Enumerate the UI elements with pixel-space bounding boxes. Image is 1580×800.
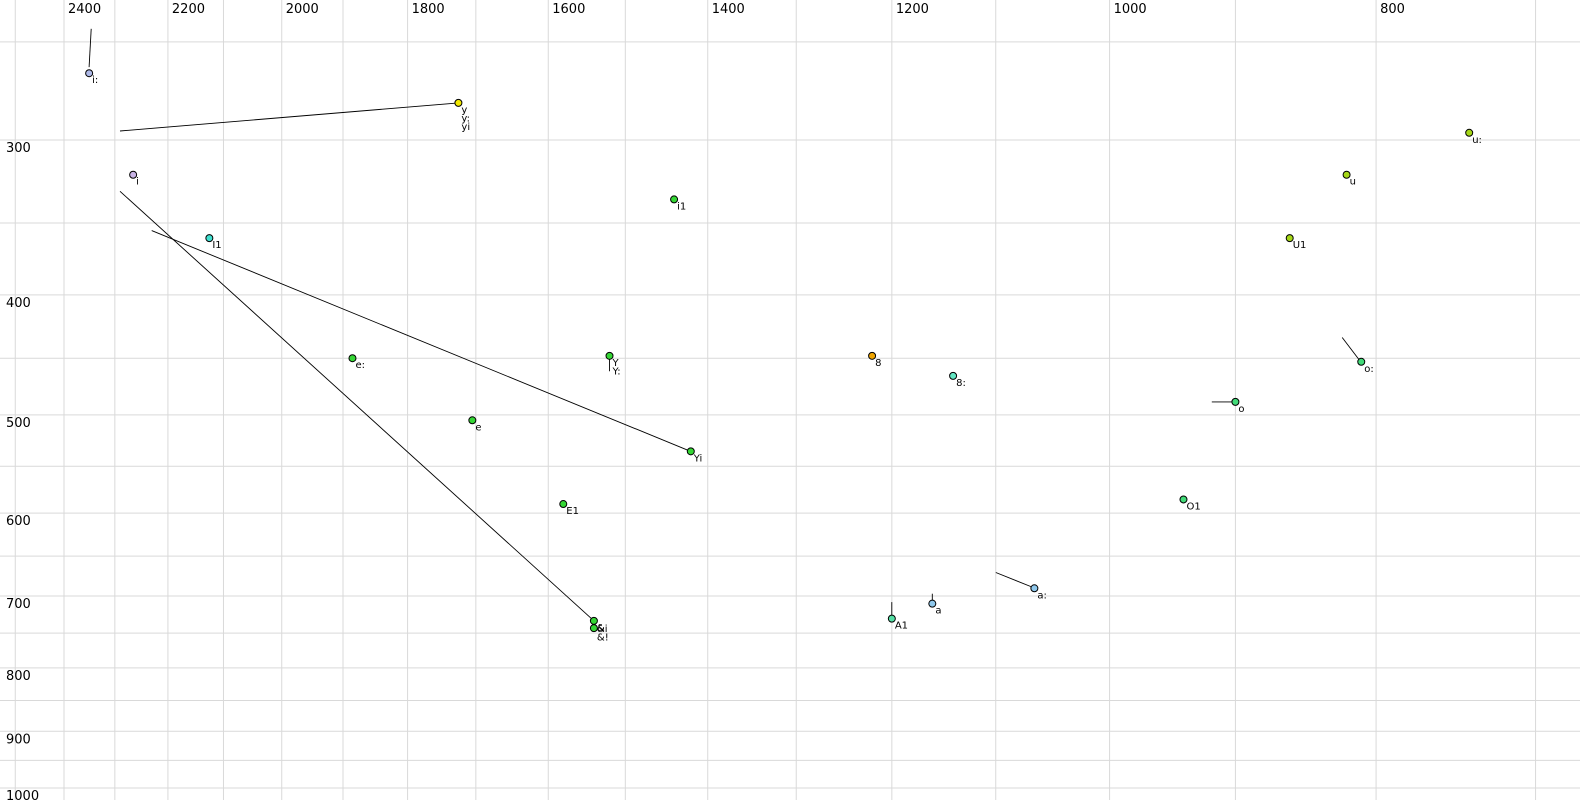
point-label: Y: — [612, 366, 621, 377]
trajectory-line-a:-tail — [995, 572, 1034, 588]
point-label: o — [1238, 404, 1244, 415]
point-label: a — [935, 606, 941, 617]
data-point — [949, 371, 958, 380]
point-label: 8 — [875, 358, 881, 369]
point-label: 8: — [956, 378, 966, 389]
data-point — [686, 447, 695, 456]
point-label: y — [461, 105, 467, 116]
data-point — [1231, 397, 1240, 406]
point-label: i1 — [677, 201, 686, 212]
data-point — [1465, 128, 1474, 137]
trajectory-line-i:-tail — [88, 28, 92, 68]
point-label: o: — [1364, 364, 1374, 375]
y-axis-tick-label: 900 — [6, 732, 31, 747]
point-label: e: — [355, 360, 365, 371]
data-point — [454, 98, 463, 107]
y-axis-tick-label: 500 — [6, 416, 31, 431]
point-label: A1 — [895, 621, 908, 632]
point-label: y: — [461, 113, 470, 124]
point-label: U1 — [1293, 240, 1307, 251]
data-point — [1357, 357, 1366, 366]
y-axis-tick-label: 800 — [6, 669, 31, 684]
point-label: u — [1350, 177, 1356, 188]
y-axis-tick-label: 600 — [6, 514, 31, 529]
data-point — [605, 351, 614, 360]
x-axis-tick-label: 1600 — [552, 2, 585, 17]
x-axis-tick-label: 1400 — [712, 2, 745, 17]
data-point — [868, 351, 877, 360]
x-axis-tick-label: 2200 — [172, 2, 205, 17]
point-label: O1 — [1186, 501, 1200, 512]
data-point — [1179, 495, 1188, 504]
x-axis-tick-label: 1000 — [1114, 2, 1147, 17]
y-axis-tick-label: 400 — [6, 296, 31, 311]
data-point — [129, 170, 138, 179]
x-axis-tick-label: 1200 — [896, 2, 929, 17]
data-point — [670, 195, 679, 204]
point-label: Yi — [693, 453, 703, 464]
data-point — [928, 599, 937, 608]
data-point — [468, 416, 477, 425]
y-axis-tick-label: 1000 — [6, 789, 39, 800]
point-label: i: — [92, 75, 98, 86]
point-label: E1 — [566, 506, 579, 517]
data-point — [1285, 234, 1294, 243]
y-axis-tick-label: 700 — [6, 597, 31, 612]
point-label: e — [475, 422, 481, 433]
y-axis-tick-label: 300 — [6, 141, 31, 156]
trajectory-line-long-line-to-Yi — [151, 230, 691, 452]
data-point — [887, 614, 896, 623]
point-label: i — [136, 177, 139, 188]
point-label: yi — [461, 122, 470, 133]
point-label: & — [597, 623, 605, 634]
point-label: &! — [597, 633, 609, 644]
data-point — [589, 624, 598, 633]
point-label: u: — [1472, 135, 1482, 146]
point-label: a: — [1037, 590, 1047, 601]
x-axis-tick-label: 2000 — [286, 2, 319, 17]
trajectory-line-y-line — [119, 102, 459, 132]
trajectory-line-long-line-to-ae — [119, 190, 595, 622]
point-label: I1 — [212, 240, 221, 251]
data-point — [1342, 170, 1351, 179]
data-point — [1030, 584, 1039, 593]
data-point — [348, 354, 357, 363]
point-label: &i — [597, 624, 608, 635]
data-point — [205, 234, 214, 243]
x-axis-tick-label: 2400 — [68, 2, 101, 17]
point-label: Y — [612, 358, 620, 369]
trajectory-line-o:-tail — [1341, 337, 1361, 361]
data-point — [559, 500, 568, 509]
data-point — [85, 69, 94, 78]
x-axis-tick-label: 800 — [1380, 2, 1405, 17]
x-axis-tick-label: 1800 — [412, 2, 445, 17]
